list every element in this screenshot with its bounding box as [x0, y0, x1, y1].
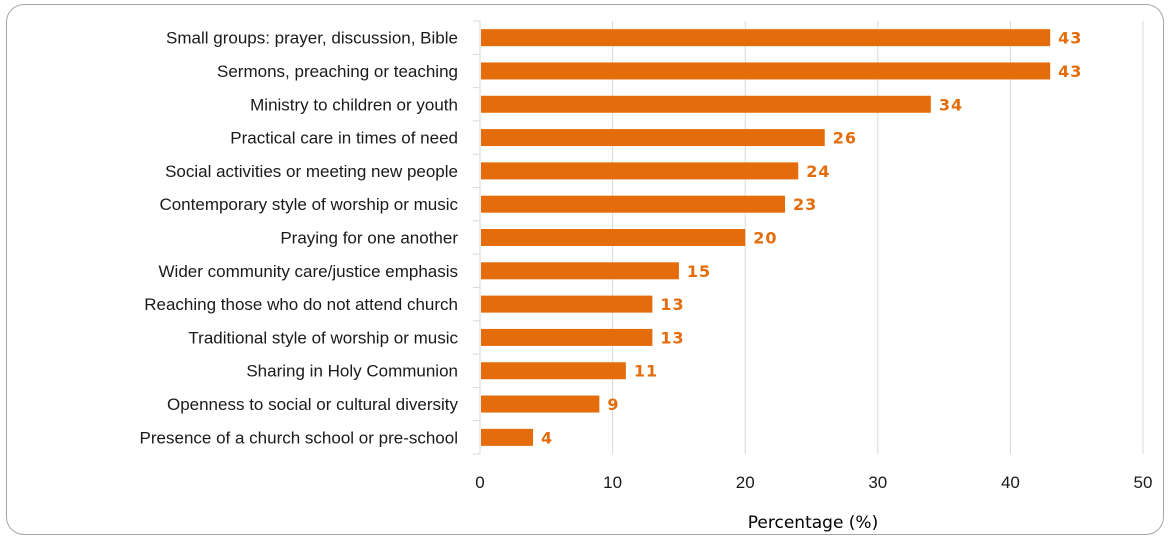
data-label-9: 13: [660, 328, 684, 347]
x-tick-labels: 0 10 20 30 40 50: [475, 473, 1152, 492]
bar-3: [481, 129, 825, 147]
data-label-4: 24: [806, 162, 830, 181]
data-label-11: 9: [607, 395, 619, 414]
data-label-12: 4: [541, 428, 553, 447]
category-label-3: Practical care in times of need: [230, 129, 458, 148]
bar-1: [481, 62, 1051, 80]
x-tick-label-50: 50: [1134, 473, 1153, 492]
category-label-12: Presence of a church school or pre-schoo…: [140, 428, 458, 447]
category-label-1: Sermons, preaching or teaching: [217, 62, 458, 81]
x-tick-label-0: 0: [475, 473, 484, 492]
category-label-0: Small groups: prayer, discussion, Bible: [166, 29, 458, 48]
category-label-5: Contemporary style of worship or music: [159, 195, 458, 214]
category-label-10: Sharing in Holy Communion: [246, 362, 458, 381]
category-labels: Small groups: prayer, discussion, Bible S…: [140, 29, 459, 448]
category-label-7: Wider community care/justice emphasis: [159, 262, 458, 281]
category-label-8: Reaching those who do not attend church: [144, 295, 458, 314]
category-label-9: Traditional style of worship or music: [188, 328, 458, 347]
data-label-2: 34: [939, 95, 963, 114]
category-label-2: Ministry to children or youth: [250, 95, 458, 114]
bars: [481, 29, 1051, 446]
data-label-8: 13: [660, 295, 684, 314]
category-label-11: Openness to social or cultural diversity: [167, 395, 459, 414]
bar-7: [481, 262, 679, 280]
data-label-6: 20: [753, 229, 777, 248]
data-label-5: 23: [793, 195, 817, 214]
category-label-4: Social activities or meeting new people: [165, 162, 458, 181]
data-label-1: 43: [1058, 62, 1082, 81]
x-tick-label-30: 30: [868, 473, 887, 492]
bar-8: [481, 295, 653, 313]
data-label-3: 26: [833, 129, 857, 148]
category-axis: [473, 20, 481, 455]
x-tick-label-40: 40: [1001, 473, 1020, 492]
bar-4: [481, 162, 799, 180]
bar-6: [481, 229, 746, 246]
bar-0: [481, 29, 1051, 47]
x-tick-label-10: 10: [603, 473, 622, 492]
x-tick-label-20: 20: [736, 473, 755, 492]
bar-2: [481, 95, 931, 113]
data-label-7: 15: [687, 262, 711, 281]
bar-5: [481, 195, 785, 213]
bar-9: [481, 328, 653, 346]
x-axis-title: Percentage (%): [748, 513, 878, 533]
data-label-0: 43: [1058, 29, 1082, 48]
bar-12: [481, 428, 534, 446]
category-label-6: Praying for one another: [280, 229, 458, 248]
bar-10: [481, 362, 626, 380]
bar-11: [481, 395, 600, 413]
data-label-10: 11: [634, 362, 658, 381]
